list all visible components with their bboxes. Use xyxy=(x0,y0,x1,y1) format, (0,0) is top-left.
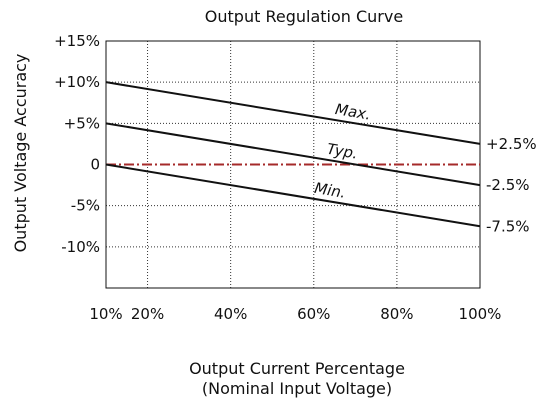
x-tick-label: 10% xyxy=(89,305,122,323)
series-label: Min. xyxy=(313,179,347,202)
y-axis-label: Output Voltage Accuracy xyxy=(11,54,30,253)
x-tick-label: 20% xyxy=(131,305,164,323)
series-line-min xyxy=(105,163,481,228)
x-tick-label: 60% xyxy=(297,305,330,323)
x-axis-note: (Nominal Input Voltage) xyxy=(202,379,392,398)
y-tick-label: -10% xyxy=(61,238,100,256)
y-tick-label: +15% xyxy=(54,32,100,50)
y-tick-label: 0 xyxy=(90,156,100,174)
chart-title: Output Regulation Curve xyxy=(205,7,403,26)
series-label: Max. xyxy=(334,100,372,124)
series-line-typ xyxy=(105,122,481,187)
x-tick-label: 80% xyxy=(380,305,413,323)
y-tick-label: +5% xyxy=(64,114,100,132)
series-label: Typ. xyxy=(326,140,360,163)
series-end-label: +2.5% xyxy=(486,135,537,153)
series-end-label: -2.5% xyxy=(486,176,530,194)
series-end-label: -7.5% xyxy=(486,217,530,235)
y-tick-label: +10% xyxy=(54,73,100,91)
series-line-max xyxy=(105,81,481,145)
x-axis-label: Output Current Percentage xyxy=(189,359,405,378)
plot-area: Max. +2.5% Typ. -2.5% Min. -7.5% +15% +10% +5% 0 -… xyxy=(54,32,537,323)
x-tick-label: 100% xyxy=(459,305,502,323)
y-tick-label: -5% xyxy=(71,197,100,215)
x-tick-label: 40% xyxy=(214,305,247,323)
